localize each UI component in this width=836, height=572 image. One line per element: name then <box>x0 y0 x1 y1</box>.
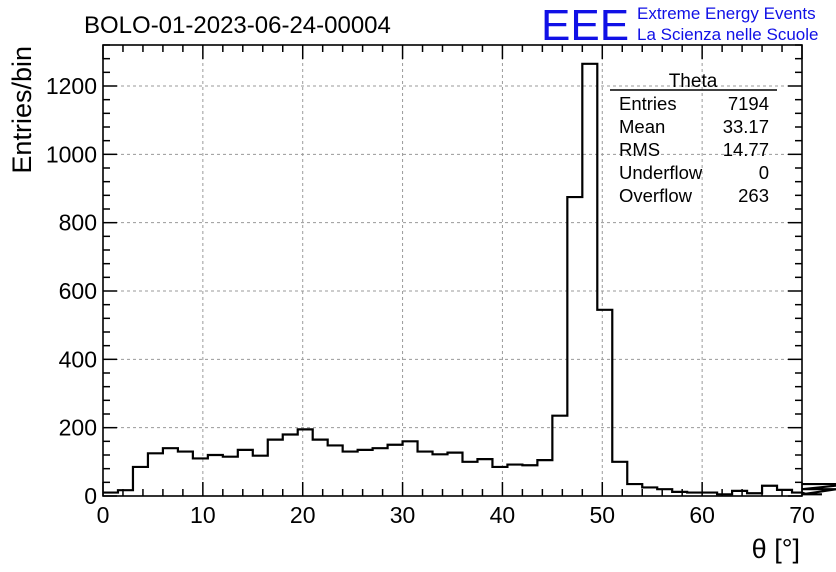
axis-ticks <box>102 44 803 497</box>
histogram-bin <box>163 448 178 496</box>
histogram-bin <box>223 457 238 496</box>
histogram-bin <box>582 64 597 496</box>
stats-label: Underflow <box>619 162 703 183</box>
y-tick-label: 0 <box>84 483 97 509</box>
stats-label: Overflow <box>619 185 693 206</box>
histogram-bin <box>253 456 268 496</box>
stats-label: Entries <box>619 93 677 114</box>
stats-value: 7194 <box>728 93 769 114</box>
y-tick-label: 400 <box>59 346 97 372</box>
histogram-bin <box>597 310 612 496</box>
stats-label: Mean <box>619 116 665 137</box>
stats-box: Theta Entries 7194 Mean 33.17 RMS 14.77 Underf… <box>610 71 777 206</box>
eee-logo-line1: Extreme Energy Events <box>637 4 816 23</box>
histogram-bin <box>313 440 328 496</box>
histogram-bin <box>492 467 507 496</box>
histogram-bin <box>522 465 537 496</box>
histogram-bin <box>433 454 448 496</box>
histogram-bin <box>358 450 373 496</box>
histogram-bin <box>612 462 627 496</box>
histogram-bin <box>283 435 298 497</box>
y-tick-label: 800 <box>59 210 97 236</box>
histogram-bin <box>403 441 418 496</box>
x-axis-title: θ [°] <box>752 534 800 564</box>
histogram-bin <box>373 448 388 496</box>
histogram-bin <box>642 487 657 496</box>
histogram-bin <box>567 197 582 496</box>
histogram-bin <box>477 459 492 496</box>
stats-value: 263 <box>738 185 769 206</box>
histogram-bin <box>507 465 522 496</box>
histogram-bin <box>537 460 552 496</box>
histogram-bin <box>418 452 433 496</box>
stats-title: Theta <box>669 71 718 92</box>
histogram-outline <box>103 62 836 496</box>
histogram-series <box>103 62 836 497</box>
histogram-bin <box>462 462 477 496</box>
histogram-bin <box>193 458 208 496</box>
histogram-bin <box>148 453 163 496</box>
histogram-bin <box>133 467 148 496</box>
stats-value: 14.77 <box>723 139 769 160</box>
histogram-bin <box>208 455 223 496</box>
stats-value: 33.17 <box>723 116 769 137</box>
histogram-bin <box>178 452 193 496</box>
histogram-bin <box>448 453 463 496</box>
x-tick-label: 50 <box>589 502 615 528</box>
x-tick-label: 60 <box>689 502 715 528</box>
eee-logo-line2: La Scienza nelle Scuole <box>637 25 818 44</box>
x-tick-label: 10 <box>190 502 216 528</box>
y-axis-title: Entries/bin <box>7 46 37 174</box>
y-tick-label: 200 <box>59 415 97 441</box>
chart-title: BOLO-01-2023-06-24-00004 <box>84 12 391 39</box>
y-tick-label: 1000 <box>46 141 97 167</box>
histogram-bin <box>762 486 777 496</box>
x-tick-label: 0 <box>97 502 110 528</box>
y-tick-label: 600 <box>59 278 97 304</box>
tick-labels: 0 10 20 30 40 50 60 70 0 200 400 600 800 1000 1200 <box>46 73 815 528</box>
stats-value: 0 <box>759 162 769 183</box>
grid-lines <box>103 45 802 496</box>
x-tick-label: 70 <box>789 502 815 528</box>
histogram-bin <box>388 445 403 496</box>
histogram-bin <box>552 416 567 496</box>
y-tick-label: 1200 <box>46 73 97 99</box>
histogram-bin <box>238 450 253 496</box>
x-tick-label: 30 <box>390 502 416 528</box>
histogram-bin <box>328 445 343 496</box>
histogram-bin <box>298 429 313 496</box>
eee-logo-mark: EEE <box>541 1 629 50</box>
eee-logo: EEE Extreme Energy Events La Scienza nel… <box>541 1 818 50</box>
histogram-bin <box>343 452 358 496</box>
x-tick-label: 40 <box>490 502 516 528</box>
x-tick-label: 20 <box>290 502 316 528</box>
histogram-bin <box>268 440 283 496</box>
histogram-bin <box>627 484 642 496</box>
stats-label: RMS <box>619 139 660 160</box>
plot-frame <box>102 44 803 497</box>
